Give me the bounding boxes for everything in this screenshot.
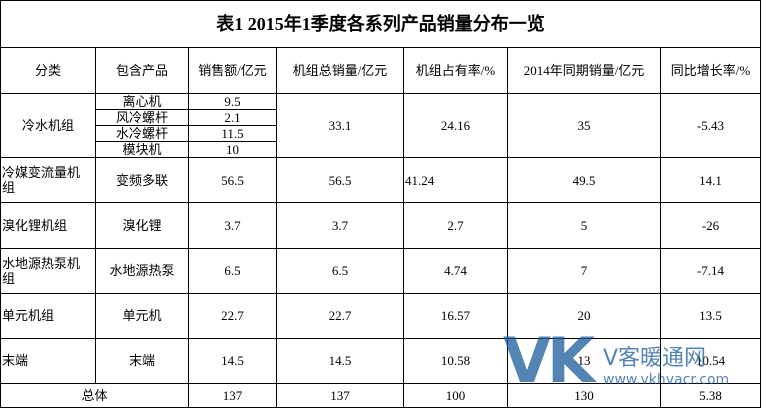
share: 10.58 — [403, 337, 508, 384]
share: 16.57 — [403, 292, 508, 339]
header: 机组总销量/亿元 — [276, 47, 404, 95]
total: 3.7 — [276, 202, 404, 249]
product: 水冷螺杆 — [95, 125, 189, 143]
sales: 10 — [188, 141, 277, 159]
category: 冷媒变流量机组 — [0, 157, 96, 204]
category: 溴化锂机组 — [0, 202, 96, 249]
category: 水地源热泵机组 — [0, 247, 96, 294]
rows: 冷媒变流量机组 变频多联 56.5 56.5 41.24 49.5 14.1 溴化锂机组 溴化锂… — [0, 157, 762, 384]
product: 离心机 — [95, 93, 189, 111]
product: 风冷螺杆 — [95, 109, 189, 127]
header: 2014年同期销量/亿元 — [507, 47, 661, 95]
growth: 13.5 — [659, 292, 762, 339]
growth: 10.54 — [659, 337, 762, 384]
watermark-logo: VK — [503, 324, 595, 397]
prev: 130 — [507, 382, 661, 408]
sales: 56.5 — [188, 157, 277, 204]
category: 单元机组 — [0, 292, 96, 339]
row: 溴化锂机组 溴化锂 3.7 3.7 2.7 5 -26 — [0, 202, 762, 249]
product: 模块机 — [95, 141, 189, 159]
header: 销售额/亿元 — [188, 47, 277, 95]
category: 冷水机组 — [0, 93, 96, 159]
product: 末端 — [95, 337, 189, 384]
row: 单元机组 单元机 22.7 22.7 16.57 20 13.5 — [0, 292, 762, 339]
total: 33.1 — [276, 93, 404, 159]
header: 同比增长率/% — [659, 47, 762, 95]
sales: 137 — [188, 382, 277, 408]
sales: 6.5 — [188, 247, 277, 294]
sales: 9.5 — [188, 93, 277, 111]
watermark-url: www.vkhvacr.com — [603, 372, 730, 388]
product: 溴化锂 — [95, 202, 189, 249]
growth: 5.38 — [659, 382, 762, 408]
growth: -5.43 — [659, 93, 762, 159]
row: 水地源热泵机组 水地源热泵 6.5 6.5 4.74 7 -7.14 — [0, 247, 762, 294]
growth: 14.1 — [659, 157, 762, 204]
prev: 35 — [507, 93, 661, 159]
total: 22.7 — [276, 292, 404, 339]
total: 14.5 — [276, 337, 404, 384]
row: 末端 末端 14.5 14.5 10.58 13 10.54 — [0, 337, 762, 384]
sales: 14.5 — [188, 337, 277, 384]
product: 水地源热泵 — [95, 247, 189, 294]
total: 6.5 — [276, 247, 404, 294]
share: 100 — [403, 382, 508, 408]
product: 单元机 — [95, 292, 189, 339]
prev: 13 — [507, 337, 661, 384]
share: 41.24 — [403, 157, 508, 204]
summary-label: 总体 — [0, 382, 189, 408]
sales: 3.7 — [188, 202, 277, 249]
growth: -26 — [659, 202, 762, 249]
sales: 11.5 — [188, 125, 277, 143]
category: 末端 — [0, 337, 96, 384]
header: 机组占有率/% — [403, 47, 508, 95]
sales: 22.7 — [188, 292, 277, 339]
total: 56.5 — [276, 157, 404, 204]
prev: 7 — [507, 247, 661, 294]
table-title: 表1 2015年1季度各系列产品销量分布一览 — [0, 0, 762, 49]
sales: 2.1 — [188, 109, 277, 127]
watermark-name: V客暖通网 — [603, 346, 707, 371]
row: 冷媒变流量机组 变频多联 56.5 56.5 41.24 49.5 14.1 — [0, 157, 762, 204]
share: 4.74 — [403, 247, 508, 294]
total: 137 — [276, 382, 404, 408]
header: 分类 — [0, 47, 96, 95]
prev: 5 — [507, 202, 661, 249]
header: 包含产品 — [95, 47, 189, 95]
growth: -7.14 — [659, 247, 762, 294]
product: 变频多联 — [95, 157, 189, 204]
share: 24.16 — [403, 93, 508, 159]
prev: 49.5 — [507, 157, 661, 204]
share: 2.7 — [403, 202, 508, 249]
